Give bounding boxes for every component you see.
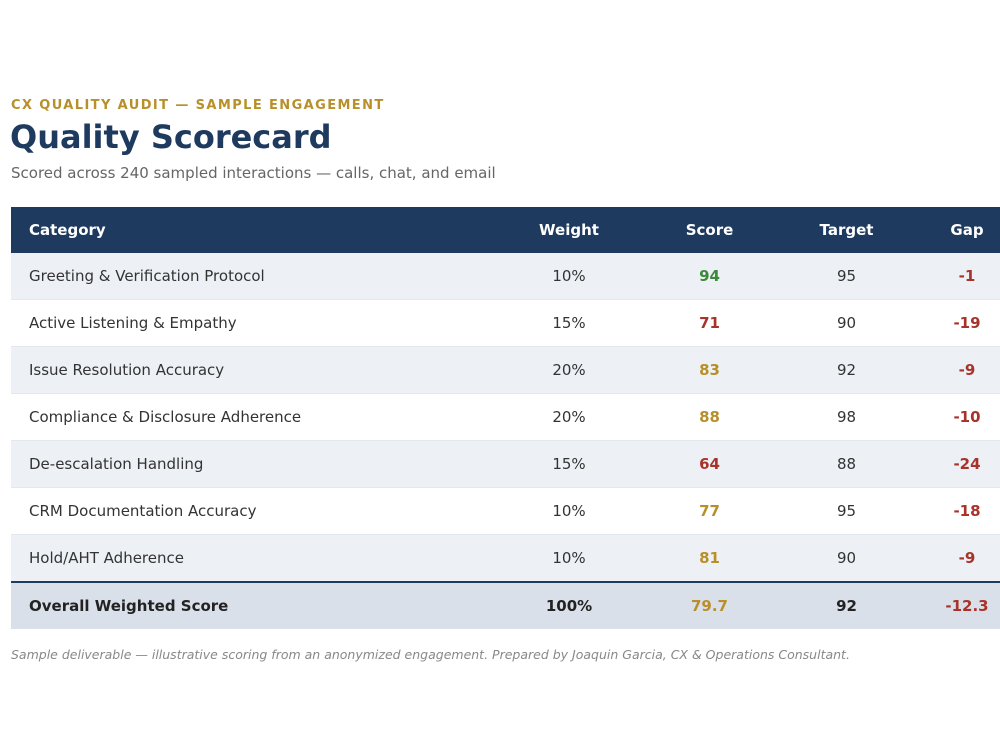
category-cell: Greeting & Verification Protocol bbox=[11, 253, 499, 300]
target-cell: 88 bbox=[780, 440, 913, 488]
target-cell: 92 bbox=[780, 346, 913, 394]
gap-cell: -9 bbox=[913, 534, 1000, 583]
table-row: Compliance & Disclosure Adherence 20% 88… bbox=[11, 393, 1000, 441]
total-weight-cell: 100% bbox=[499, 581, 639, 629]
table-row: Hold/AHT Adherence 10% 81 90 -9 bbox=[11, 534, 1000, 583]
target-cell: 95 bbox=[780, 253, 913, 300]
weight-cell: 10% bbox=[499, 253, 639, 300]
footnote: Sample deliverable — illustrative scorin… bbox=[11, 647, 850, 662]
category-cell: CRM Documentation Accuracy bbox=[11, 487, 499, 535]
page-subtitle: Scored across 240 sampled interactions —… bbox=[11, 164, 496, 182]
gap-cell: -10 bbox=[913, 393, 1000, 441]
eyebrow-label: CX QUALITY AUDIT — SAMPLE ENGAGEMENT bbox=[11, 98, 385, 113]
page-title: Quality Scorecard bbox=[10, 118, 332, 156]
total-row: Overall Weighted Score 100% 79.7 92 -12.… bbox=[11, 581, 1000, 629]
score-cell: 71 bbox=[639, 299, 780, 347]
table-header-row: Category Weight Score Target Gap bbox=[11, 207, 1000, 253]
category-cell: Compliance & Disclosure Adherence bbox=[11, 393, 499, 441]
weight-cell: 20% bbox=[499, 346, 639, 394]
target-cell: 90 bbox=[780, 299, 913, 347]
target-cell: 90 bbox=[780, 534, 913, 583]
total-gap-cell: -12.3 bbox=[913, 581, 1000, 629]
scorecard-table: Category Weight Score Target Gap Greetin… bbox=[11, 207, 1000, 629]
target-cell: 95 bbox=[780, 487, 913, 535]
table-row: Greeting & Verification Protocol 10% 94 … bbox=[11, 253, 1000, 300]
scorecard-table-container: Category Weight Score Target Gap Greetin… bbox=[11, 207, 1000, 629]
score-cell: 81 bbox=[639, 534, 780, 583]
score-cell: 94 bbox=[639, 253, 780, 300]
column-header-score: Score bbox=[639, 207, 780, 253]
total-score-cell: 79.7 bbox=[639, 581, 780, 629]
gap-cell: -1 bbox=[913, 253, 1000, 300]
weight-cell: 10% bbox=[499, 487, 639, 535]
column-header-target: Target bbox=[780, 207, 913, 253]
category-cell: Issue Resolution Accuracy bbox=[11, 346, 499, 394]
score-cell: 64 bbox=[639, 440, 780, 488]
gap-cell: -18 bbox=[913, 487, 1000, 535]
category-cell: Active Listening & Empathy bbox=[11, 299, 499, 347]
score-cell: 88 bbox=[639, 393, 780, 441]
column-header-gap: Gap bbox=[913, 207, 1000, 253]
category-cell: De-escalation Handling bbox=[11, 440, 499, 488]
gap-cell: -24 bbox=[913, 440, 1000, 488]
score-cell: 83 bbox=[639, 346, 780, 394]
gap-cell: -9 bbox=[913, 346, 1000, 394]
table-row: CRM Documentation Accuracy 10% 77 95 -18 bbox=[11, 487, 1000, 535]
table-row: Issue Resolution Accuracy 20% 83 92 -9 bbox=[11, 346, 1000, 394]
score-cell: 77 bbox=[639, 487, 780, 535]
gap-cell: -19 bbox=[913, 299, 1000, 347]
weight-cell: 15% bbox=[499, 440, 639, 488]
total-category-cell: Overall Weighted Score bbox=[11, 581, 499, 629]
total-target-cell: 92 bbox=[780, 581, 913, 629]
target-cell: 98 bbox=[780, 393, 913, 441]
category-cell: Hold/AHT Adherence bbox=[11, 534, 499, 583]
table-row: Active Listening & Empathy 15% 71 90 -19 bbox=[11, 299, 1000, 347]
table-row: De-escalation Handling 15% 64 88 -24 bbox=[11, 440, 1000, 488]
weight-cell: 10% bbox=[499, 534, 639, 583]
column-header-weight: Weight bbox=[499, 207, 639, 253]
weight-cell: 15% bbox=[499, 299, 639, 347]
column-header-category: Category bbox=[11, 207, 499, 253]
weight-cell: 20% bbox=[499, 393, 639, 441]
